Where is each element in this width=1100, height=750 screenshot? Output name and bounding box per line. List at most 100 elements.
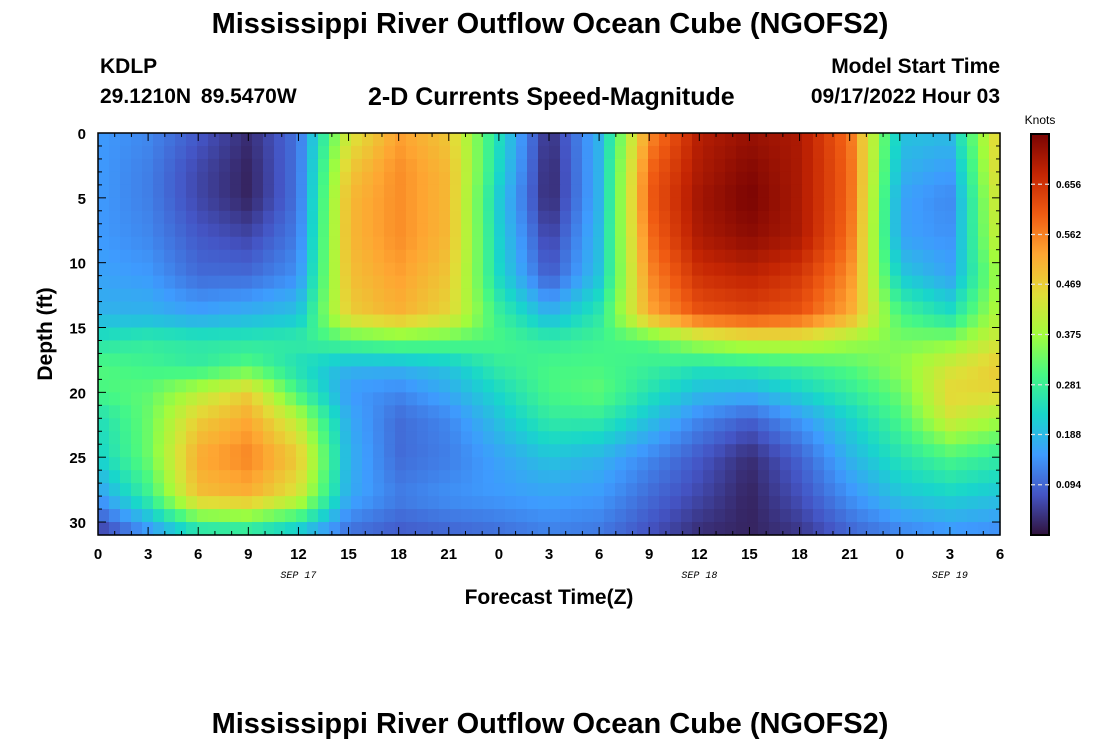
heatmap-cell [923,275,935,290]
heatmap-cell [703,275,715,290]
heatmap-cell [219,496,231,510]
heatmap-cell [758,444,770,458]
heatmap-cell [274,197,286,212]
heatmap-cell [604,133,616,147]
heatmap-cell [296,262,308,277]
heatmap-cell [714,509,726,523]
heatmap-cell [747,418,759,432]
heatmap-cell [571,262,583,277]
heatmap-cell [879,431,891,445]
heatmap-cell [263,158,275,173]
heatmap-cell [527,184,539,199]
heatmap-cell [263,249,275,264]
heatmap-cell [923,236,935,251]
heatmap-cell [538,483,550,497]
heatmap-cell [703,249,715,264]
heatmap-cell [505,379,517,393]
heatmap-cell [769,171,781,186]
heatmap-cell [637,249,649,264]
heatmap-cell [439,184,451,199]
heatmap-cell [835,158,847,173]
heatmap-cell [989,470,1001,484]
heatmap-cell [582,483,594,497]
heatmap-cell [670,379,682,393]
heatmap-cell [439,405,451,419]
heatmap-cell [131,483,143,497]
heatmap-cell [604,496,616,510]
heatmap-cell [604,457,616,471]
heatmap-cell [813,184,825,199]
heatmap-cell [571,301,583,316]
heatmap-cell [274,223,286,238]
heatmap-cell [439,509,451,523]
heatmap-cell [890,444,902,458]
heatmap-cell [923,444,935,458]
heatmap-cell [406,236,418,251]
heatmap-cell [417,444,429,458]
heatmap-cell [604,301,616,316]
heatmap-cell [824,197,836,212]
heatmap-cell [494,457,506,471]
heatmap-cell [637,340,649,355]
heatmap-cell [626,509,638,523]
heatmap-cell [142,496,154,510]
heatmap-cell [417,236,429,251]
heatmap-cell [670,353,682,368]
heatmap-cell [263,314,275,329]
heatmap-cell [626,496,638,510]
heatmap-cell [274,392,286,406]
heatmap-cell [659,314,671,329]
heatmap-cell [626,249,638,264]
heatmap-cell [417,184,429,199]
heatmap-cell [230,314,242,329]
heatmap-cell [164,392,176,406]
heatmap-cell [219,288,231,303]
heatmap-cell [934,133,946,147]
heatmap-cell [186,340,198,355]
heatmap-cell [857,353,869,368]
heatmap-cell [934,405,946,419]
heatmap-cell [219,262,231,277]
heatmap-cell [274,340,286,355]
heatmap-cell [692,314,704,329]
heatmap-cell [285,223,297,238]
heatmap-cell [186,249,198,264]
heatmap-cell [593,496,605,510]
heatmap-cell [593,444,605,458]
heatmap-cell [296,496,308,510]
heatmap-cell [164,184,176,199]
heatmap-cell [615,405,627,419]
heatmap-cell [615,275,627,290]
heatmap-cell [175,327,187,342]
heatmap-cell [901,392,913,406]
heatmap-cell [692,509,704,523]
heatmap-cell [879,509,891,523]
heatmap-cell [164,210,176,225]
heatmap-cell [769,379,781,393]
heatmap-cell [505,236,517,251]
heatmap-cell [120,171,132,186]
heatmap-cell [615,366,627,380]
heatmap-cell [780,470,792,484]
heatmap-cell [725,522,737,536]
heatmap-cell [549,145,561,160]
heatmap-cell [417,275,429,290]
heatmap-cell [747,314,759,329]
heatmap-cell [824,353,836,368]
heatmap-cell [824,509,836,523]
heatmap-cell [769,197,781,212]
heatmap-cell [802,509,814,523]
heatmap-cell [461,366,473,380]
heatmap-cell [835,236,847,251]
heatmap-cell [98,275,110,290]
heatmap-cell [769,249,781,264]
heatmap-cell [780,353,792,368]
heatmap-cell [516,236,528,251]
heatmap-cell [461,444,473,458]
heatmap-cell [780,158,792,173]
heatmap-cell [692,236,704,251]
heatmap-cell [98,522,110,536]
heatmap-cell [934,366,946,380]
heatmap-cell [846,210,858,225]
heatmap-cell [978,392,990,406]
